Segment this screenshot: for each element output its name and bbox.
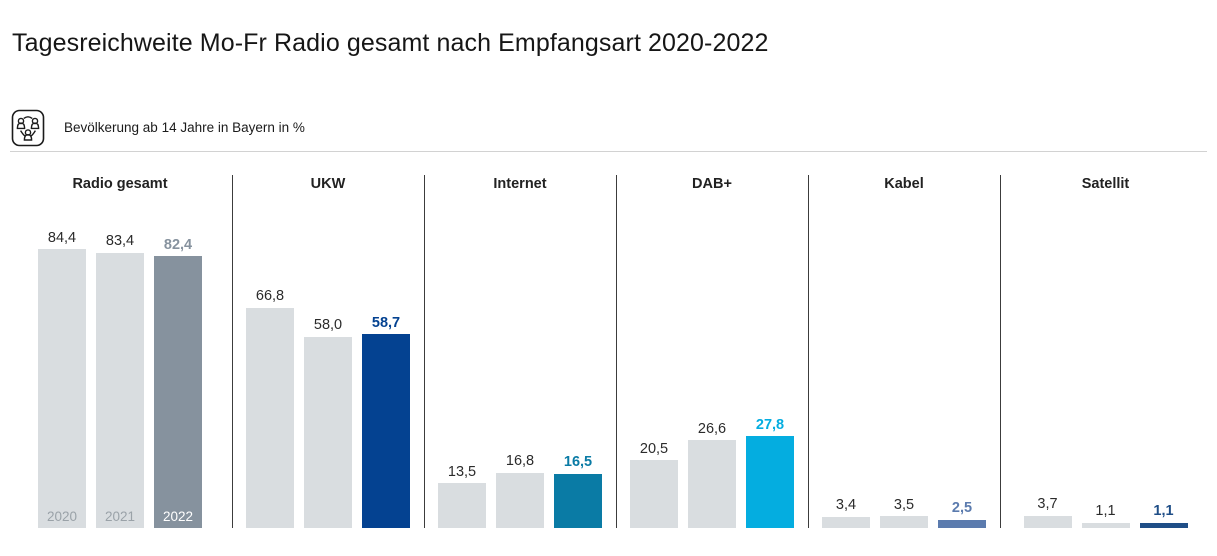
base-description-row: Bevölkerung ab 14 Jahre in Bayern in %	[10, 104, 1207, 152]
bar-2022[interactable]: 2,5	[938, 500, 986, 528]
chart-group-ukw: UKW 66,8 58,0 58,7	[232, 158, 424, 556]
bar-value-label: 27,8	[755, 416, 785, 433]
bar-slot: 1,1	[1081, 198, 1130, 528]
group-title: DAB+	[692, 176, 732, 192]
bar-slot: 58,0	[304, 198, 352, 528]
bar-chart: Radio gesamt 84,4 2020 83,4 2021 82,4 2022 UKW 6…	[0, 158, 1217, 556]
bar-slot: 84,4 2020	[38, 198, 86, 528]
bar-2021[interactable]: 26,6	[688, 421, 736, 528]
bar-slot: 3,5	[880, 198, 928, 528]
group-title: Radio gesamt	[72, 176, 168, 192]
bar-value-label: 16,8	[505, 453, 535, 469]
bar-year-label: 2022	[162, 509, 194, 524]
group-separator	[1000, 175, 1001, 528]
group-title: UKW	[310, 176, 346, 192]
base-description-text: Bevölkerung ab 14 Jahre in Bayern in %	[64, 120, 305, 135]
bar-value-label: 20,5	[639, 440, 669, 457]
bar-2021[interactable]: 58,0	[304, 317, 352, 528]
bar-value-label: 58,0	[313, 317, 343, 334]
group-bars: 66,8 58,0 58,7	[232, 198, 424, 528]
bar-value-label: 1,1	[1153, 503, 1174, 520]
bar-2022[interactable]: 58,7	[362, 315, 410, 528]
bar-2022[interactable]: 27,8	[746, 417, 794, 528]
bar-value-label: 16,5	[563, 454, 593, 470]
bar-slot: 16,5	[554, 198, 602, 528]
group-title: Satellit	[1081, 176, 1130, 192]
bar-2020[interactable]: 66,8	[246, 288, 294, 528]
group-separator	[616, 175, 617, 528]
bar-slot: 83,4 2021	[96, 198, 144, 528]
bar-2020[interactable]: 84,4 2020	[38, 230, 86, 528]
bar-slot: 2,5	[938, 198, 986, 528]
bar-2020[interactable]: 20,5	[630, 441, 678, 528]
page-title: Tagesreichweite Mo-Fr Radio gesamt nach …	[12, 28, 769, 57]
bar-year-label: 2020	[46, 509, 78, 524]
bar-slot: 3,4	[822, 198, 870, 528]
bar-value-label: 58,7	[371, 314, 401, 331]
bar-2021[interactable]: 3,5	[880, 497, 928, 528]
group-bars: 3,4 3,5 2,5	[808, 198, 1000, 528]
group-title: Internet	[493, 176, 547, 192]
bar-value-label: 82,4	[163, 236, 193, 253]
chart-group-kabel: Kabel 3,4 3,5 2,5	[808, 158, 1000, 556]
bar-slot: 1,1	[1139, 198, 1188, 528]
bar-slot: 16,8	[496, 198, 544, 528]
group-bars: 20,5 26,6 27,8	[616, 198, 808, 528]
group-separator	[424, 175, 425, 528]
group-bars: 84,4 2020 83,4 2021 82,4 2022	[8, 198, 232, 528]
bar-2021[interactable]: 16,8	[496, 453, 544, 528]
bar-2022[interactable]: 1,1	[1139, 503, 1188, 528]
bar-year-label: 2021	[104, 509, 136, 524]
bar-value-label: 26,6	[697, 420, 727, 437]
chart-group-satellit: Satellit 3,7 1,1 1,1	[1000, 158, 1211, 556]
bar-slot: 58,7	[362, 198, 410, 528]
group-bars: 3,7 1,1 1,1	[1000, 198, 1211, 528]
chart-group-dab: DAB+ 20,5 26,6 27,8	[616, 158, 808, 556]
bar-2020[interactable]: 3,4	[822, 497, 870, 528]
bar-value-label: 3,4	[835, 497, 857, 514]
bar-2021[interactable]: 1,1	[1081, 503, 1130, 528]
bar-slot: 20,5	[630, 198, 678, 528]
group-title: Kabel	[884, 176, 924, 192]
bar-slot: 66,8	[246, 198, 294, 528]
bar-value-label: 3,5	[893, 496, 915, 513]
group-separator	[808, 175, 809, 528]
bar-value-label: 1,1	[1095, 503, 1116, 520]
bar-slot: 26,6	[688, 198, 736, 528]
bar-2022[interactable]: 16,5	[554, 454, 602, 528]
bar-2022[interactable]: 82,4 2022	[154, 237, 202, 528]
population-group-icon	[10, 108, 46, 148]
bar-value-label: 66,8	[255, 288, 285, 304]
bar-slot: 13,5	[438, 198, 486, 528]
bar-value-label: 2,5	[951, 500, 973, 517]
bar-2020[interactable]: 3,7	[1023, 496, 1072, 528]
group-separator	[232, 175, 233, 528]
bar-value-label: 3,7	[1037, 496, 1058, 513]
bar-slot: 27,8	[746, 198, 794, 528]
bar-slot: 82,4 2022	[154, 198, 202, 528]
bar-value-label: 13,5	[447, 463, 477, 480]
bar-2020[interactable]: 13,5	[438, 464, 486, 528]
chart-group-radio-gesamt: Radio gesamt 84,4 2020 83,4 2021 82,4 2022	[8, 158, 232, 556]
bar-2021[interactable]: 83,4 2021	[96, 233, 144, 528]
bar-value-label: 83,4	[105, 233, 135, 250]
bar-value-label: 84,4	[47, 229, 77, 246]
chart-group-internet: Internet 13,5 16,8 16,5	[424, 158, 616, 556]
group-bars: 13,5 16,8 16,5	[424, 198, 616, 528]
bar-slot: 3,7	[1023, 198, 1072, 528]
